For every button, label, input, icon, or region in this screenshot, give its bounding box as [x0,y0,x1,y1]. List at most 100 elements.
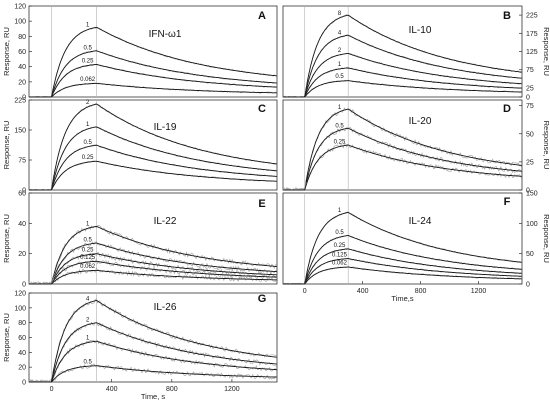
y-axis-label: Response, RU [542,27,550,76]
raw-trace-0.5 [28,363,277,383]
series-label: 1 [338,105,342,111]
y-tick-label: 60 [18,335,26,342]
panel-e: 0 20 40 60 Response, RU IL-22 E 1 0.5 0.250.125 0.… [2,191,278,289]
y-axis-label: Response, RU [2,214,11,263]
y-tick-label: 40 [18,350,26,357]
y-tick-label: 120 [14,4,26,11]
y-tick-label: 50 [526,251,534,258]
panel-d: 0 25 50 75 Response, RU IL-20 D 1 0.5 0.25 [282,99,550,195]
y-tick-label: 50 [526,131,534,138]
y-tick-label: 150 [14,128,26,135]
panel-b: 0 25 75 125 175 225 Response, RU IL-10 B 8 4 2 1 0.5 [282,5,550,102]
x-tick-label: 400 [357,288,369,295]
panel-title: IL-19 [154,122,177,133]
fit-curve-1 [29,225,277,285]
y-tick-label: 120 [14,291,26,298]
panel-letter: E [258,198,265,210]
fit-curve-0.062 [29,269,277,285]
panel-letter: D [503,103,511,115]
fit-curve-1 [29,126,277,191]
y-axis-label: Response, RU [542,214,550,263]
panel-title: IL-22 [154,216,177,227]
y-tick-label: 225 [526,13,538,20]
series-label: 2 [86,318,90,324]
fit-curve-2 [283,52,522,98]
fit-curve-0.5 [283,127,522,191]
fit-curve-0.25 [283,144,522,191]
x-tick-label: 1200 [471,288,487,295]
series-label: 0.25 [82,155,94,161]
x-axis-label: Time,s [391,294,413,303]
panel-letter: A [258,10,266,22]
panel-c: 0 75 150 225 Response, RU IL-19 C 2 1 0.5 0.25 [2,98,278,195]
fit-curve-0.25 [283,248,522,285]
y-tick-label: 60 [18,49,26,56]
panel-letter: B [503,10,511,22]
series-label: 0.125 [332,252,348,258]
x-tick-label: 1200 [224,386,240,393]
panel-title: IL-10 [409,25,432,36]
y-axis-label: Response, RU [2,121,11,170]
y-tick-label: 100 [526,221,538,228]
fit-curve-0.062 [283,266,522,285]
y-tick-label: 80 [18,320,26,327]
fit-curve-0.25 [29,160,277,191]
panel-g: 0 20 40 60 80 100 120 Response, RU 0 400 800 1200 Ti… [2,291,278,401]
panel-letter: G [258,293,267,305]
raw-trace-0.5 [283,126,523,191]
y-tick-label: 0 [526,282,530,289]
y-axis-label: Response, RU [2,313,11,362]
y-tick-label: 75 [526,67,534,74]
fit-curve-0.125 [29,260,277,285]
y-tick-label: 40 [18,64,26,71]
y-tick-label: 80 [18,34,26,41]
x-tick-label: 0 [50,386,54,393]
panel-title: IL-26 [154,302,177,313]
plot-frame [28,292,278,383]
series-label: 1 [86,23,90,29]
fit-curve-4 [29,300,277,383]
series-label: 8 [338,11,342,17]
series-label: 1 [86,221,90,227]
y-tick-label: 125 [526,49,538,56]
series-label: 4 [338,30,342,36]
x-tick-label: 800 [415,288,427,295]
y-tick-label: 25 [526,85,534,92]
fit-curve-4 [283,34,522,98]
fit-curve-0.5 [29,365,277,383]
fit-curve-2 [29,103,277,191]
fit-curve-1 [283,67,522,98]
plot-frame [282,5,523,98]
fit-curve-0.5 [29,242,277,285]
fit-curve-0.5 [29,144,277,191]
fit-curve-0.25 [29,253,277,285]
y-tick-label: 40 [18,221,26,228]
y-axis-label: Response, RU [542,121,550,170]
fit-curve-8 [283,14,522,98]
series-label: 0.5 [83,359,92,365]
series-label: 0.5 [335,230,344,236]
fit-curve-1 [29,340,277,383]
y-tick-label: 100 [14,305,26,312]
panel-title: IFN-ω1 [149,29,182,40]
fit-curve-1 [29,26,277,98]
plot-frame [282,99,523,191]
fit-curve-0.5 [283,235,522,285]
series-label: 0.25 [334,140,346,146]
plot-frame [282,192,523,285]
raw-trace-4 [28,298,277,384]
panel-title: IL-24 [409,216,432,227]
panel-a: 0 20 40 60 80 100 120 Response, RU IFN-ω1 A 1 0.5 0.… [2,4,278,102]
y-tick-label: 20 [18,251,26,258]
raw-trace-0.25 [282,143,523,191]
panel-title: IL-20 [409,116,432,127]
panel-f: 0 50 100 150 Response, RU 0 400 800 1200 Time,s IL… [282,191,550,303]
y-tick-label: 0 [526,188,530,195]
y-tick-label: 175 [526,31,538,38]
series-label: 4 [86,296,90,302]
y-tick-label: 0 [22,380,26,387]
x-tick-label: 400 [106,386,118,393]
y-tick-label: 25 [526,159,534,166]
panel-letter: F [504,196,511,208]
y-tick-label: 75 [526,103,534,110]
